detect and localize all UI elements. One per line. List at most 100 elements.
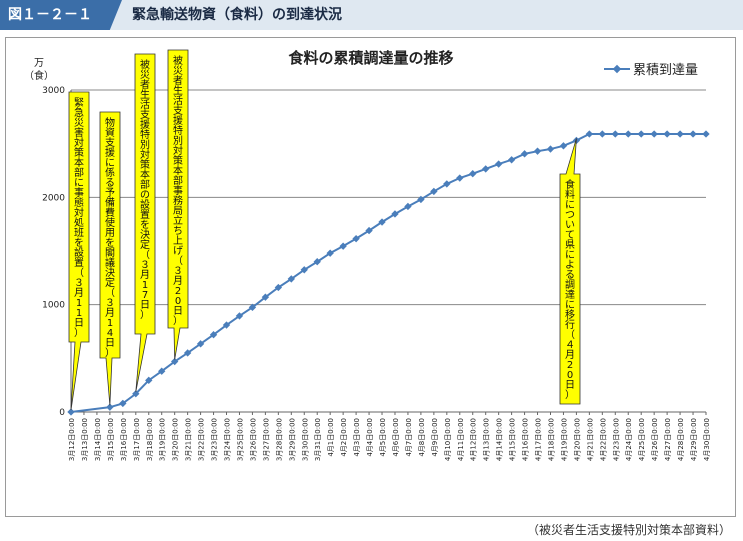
figure-header: 図１－２－１ 緊急輸送物資（食料）の到達状況 — [0, 0, 743, 30]
data-point — [132, 390, 140, 398]
data-point — [676, 130, 684, 138]
chart-frame: 食料の累積調達量の推移 万 （食） 0 1000 2000 3000 3月12日0:0… — [5, 37, 736, 517]
legend: 累積到達量 — [604, 63, 698, 78]
x-tick-label: 3月17日0:00 — [133, 418, 141, 461]
x-tick-label: 3月29日0:00 — [288, 418, 296, 461]
line-chart: 食料の累積調達量の推移 万 （食） 0 1000 2000 3000 3月12日0:0… — [24, 49, 711, 461]
x-tick-label: 3月23日0:00 — [211, 418, 219, 461]
data-point — [183, 349, 192, 357]
data-point — [663, 130, 671, 138]
annotation-callout: 緊急災害対策本部に事態対処班を設置（３月 1 1 日） — [68, 91, 90, 411]
data-point — [650, 130, 658, 138]
x-tick-label: 4月21日0:00 — [586, 418, 594, 461]
data-point — [365, 226, 373, 235]
x-tick-label: 4月12日0:00 — [470, 418, 478, 461]
data-point — [469, 170, 477, 178]
y-tick-label: 2000 — [42, 193, 65, 203]
data-point — [456, 174, 464, 182]
data-point — [585, 130, 594, 138]
source-note: （被災者生活支援特別対策本部資料） — [526, 523, 731, 537]
legend-marker — [612, 64, 622, 74]
data-point — [507, 156, 516, 164]
annotation-callout: 物資支援に係る予備費使用を閣議決定（３月 1 4 日） — [99, 111, 121, 406]
data-point — [624, 130, 632, 138]
x-axis-ticks: 3月12日0:00 3月13日0:00 3月14日0:00 3月15日0:00 3月16… — [68, 412, 711, 461]
data-point — [158, 367, 166, 375]
callout-text: 食料について県による調達に移行（４月 2 0 日） — [565, 178, 575, 401]
y-tick-label: 1000 — [42, 301, 65, 311]
callout-box — [167, 49, 189, 360]
annotations: 緊急災害対策本部に事態対処班を設置（３月 1 1 日） 物資支援に係る予備費使用を閣議決… — [68, 49, 581, 411]
x-tick-label: 3月28日0:00 — [275, 418, 283, 461]
x-tick-label: 4月7日0:00 — [405, 418, 413, 457]
x-tick-label: 3月31日0:00 — [314, 418, 322, 461]
callout-box — [134, 53, 156, 392]
series-cumulative — [67, 130, 710, 416]
x-tick-label: 3月12日0:00 — [68, 418, 76, 461]
callout-text: 被災者生活支援特別対策本部事務局立ち上げ（３月 2 0 日） — [173, 54, 183, 327]
data-point — [598, 130, 607, 138]
data-point — [689, 130, 697, 138]
x-tick-label: 3月26日0:00 — [249, 418, 257, 461]
chart-title: 食料の累積調達量の推移 — [288, 49, 453, 67]
x-tick-label: 4月16日0:00 — [522, 418, 530, 461]
data-point — [702, 130, 710, 138]
x-tick-label: 4月9日0:00 — [431, 418, 439, 457]
data-point — [313, 258, 321, 266]
x-tick-label: 4月2日0:00 — [340, 418, 348, 457]
x-tick-label: 3月21日0:00 — [185, 418, 193, 461]
x-tick-label: 4月20日0:00 — [573, 418, 581, 461]
x-tick-label: 3月19日0:00 — [159, 418, 167, 461]
x-tick-label: 3月30日0:00 — [301, 418, 309, 461]
data-point — [482, 165, 490, 173]
x-tick-label: 4月28日0:00 — [677, 418, 685, 461]
data-point — [67, 408, 75, 416]
gridlines — [70, 89, 706, 413]
y-axis-label: 万 （食） — [24, 58, 54, 82]
data-point — [533, 147, 542, 155]
figure-title: 緊急輸送物資（食料）の到達状況 — [132, 7, 342, 23]
data-point — [520, 150, 529, 158]
data-point — [494, 160, 503, 168]
x-tick-label: 4月18日0:00 — [547, 418, 555, 461]
x-tick-label: 4月23日0:00 — [612, 418, 620, 461]
callout-text: 物資支援に係る予備費使用を閣議決定（３月 1 4 日） — [105, 116, 115, 359]
x-tick-label: 3月25日0:00 — [236, 418, 244, 461]
data-point — [145, 376, 153, 385]
x-tick-label: 4月26日0:00 — [651, 418, 659, 461]
y-tick-label: 0 — [59, 408, 65, 418]
x-tick-label: 4月15日0:00 — [509, 418, 517, 461]
y-axis-label-food: （食） — [24, 69, 54, 82]
x-tick-label: 3月20日0:00 — [172, 418, 180, 461]
legend-label: 累積到達量 — [633, 63, 698, 78]
data-point — [637, 130, 645, 138]
x-tick-label: 4月22日0:00 — [599, 418, 607, 461]
x-tick-label: 4月6日0:00 — [392, 418, 400, 457]
x-tick-label: 4月5日0:00 — [379, 418, 387, 457]
x-tick-label: 4月29日0:00 — [690, 418, 698, 461]
callout-box — [99, 111, 121, 406]
callout-text: 被災者生活支援特別対策本部の設置を決定（３月 1 7 日） — [140, 58, 150, 321]
data-point — [106, 403, 114, 411]
data-point — [546, 145, 555, 153]
x-tick-label: 3月15日0:00 — [107, 418, 115, 461]
x-tick-label: 4月30日0:00 — [703, 418, 711, 461]
callout-box — [68, 91, 90, 411]
x-tick-label: 4月8日0:00 — [418, 418, 426, 457]
x-tick-label: 4月25日0:00 — [638, 418, 646, 461]
data-point — [378, 218, 386, 226]
data-point — [326, 249, 334, 257]
x-tick-label: 3月27日0:00 — [262, 418, 270, 461]
x-tick-label: 4月19日0:00 — [560, 418, 568, 461]
x-tick-label: 4月10日0:00 — [444, 418, 452, 461]
x-tick-label: 3月16日0:00 — [120, 418, 128, 461]
x-tick-label: 3月24日0:00 — [224, 418, 232, 461]
data-point — [222, 321, 231, 329]
y-tick-label: 3000 — [42, 86, 65, 96]
data-point — [119, 399, 127, 408]
x-tick-label: 4月14日0:00 — [496, 418, 504, 461]
figure-number: 図１－２－１ — [0, 0, 122, 30]
annotation-callout: 被災者生活支援特別対策本部事務局立ち上げ（３月 2 0 日） — [167, 49, 189, 360]
data-point — [209, 331, 218, 339]
x-tick-label: 4月27日0:00 — [664, 418, 672, 461]
